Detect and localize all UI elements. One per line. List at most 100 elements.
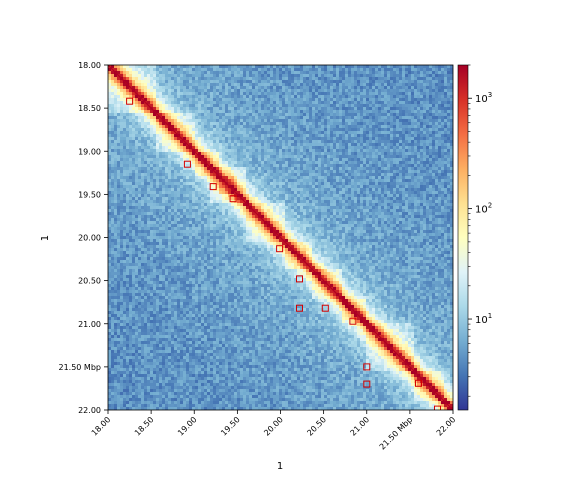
- heatmap-cell: [234, 146, 238, 150]
- heatmap-cell: [108, 254, 112, 258]
- heatmap-cell: [153, 143, 157, 147]
- heatmap-cell: [129, 317, 133, 321]
- heatmap-cell: [222, 92, 226, 96]
- heatmap-cell: [225, 116, 229, 120]
- heatmap-cell: [162, 356, 166, 360]
- heatmap-cell: [147, 401, 151, 405]
- heatmap-cell: [195, 101, 199, 105]
- heatmap-cell: [126, 236, 130, 240]
- heatmap-cell: [159, 113, 163, 117]
- heatmap-cell: [162, 65, 166, 69]
- heatmap-cell: [186, 149, 190, 153]
- heatmap-cell: [195, 365, 199, 369]
- heatmap-cell: [213, 146, 217, 150]
- heatmap-cell: [210, 164, 214, 168]
- heatmap-cell: [123, 389, 127, 393]
- heatmap-cell: [153, 188, 157, 192]
- heatmap-cell: [186, 191, 190, 195]
- heatmap-cell: [123, 221, 127, 225]
- heatmap-cell: [231, 335, 235, 339]
- heatmap-cell: [183, 230, 187, 234]
- heatmap-cell: [225, 137, 229, 141]
- heatmap-cell: [156, 221, 160, 225]
- heatmap-cell: [201, 152, 205, 156]
- heatmap-cell: [189, 185, 193, 189]
- heatmap-cell: [141, 182, 145, 186]
- heatmap-cell: [228, 260, 232, 264]
- heatmap-cell: [117, 80, 121, 84]
- heatmap-cell: [108, 218, 112, 222]
- heatmap-cell: [138, 248, 142, 252]
- heatmap-cell: [207, 290, 211, 294]
- heatmap-cell: [153, 299, 157, 303]
- heatmap-cell: [195, 224, 199, 228]
- heatmap-cell: [114, 302, 118, 306]
- heatmap-cell: [132, 353, 136, 357]
- heatmap-cell: [108, 179, 112, 183]
- heatmap-cell: [186, 305, 190, 309]
- heatmap-cell: [201, 251, 205, 255]
- heatmap-cell: [210, 224, 214, 228]
- heatmap-cell: [159, 134, 163, 138]
- heatmap-cell: [120, 245, 124, 249]
- heatmap-cell: [195, 233, 199, 237]
- heatmap-cell: [162, 104, 166, 108]
- heatmap-cell: [237, 188, 241, 192]
- heatmap-cell: [159, 242, 163, 246]
- heatmap-cell: [135, 206, 139, 210]
- heatmap-cell: [144, 272, 148, 276]
- heatmap-cell: [225, 98, 229, 102]
- heatmap-cell: [207, 65, 211, 69]
- heatmap-cell: [126, 293, 130, 297]
- heatmap-cell: [231, 209, 235, 213]
- heatmap-cell: [120, 248, 124, 252]
- heatmap-cell: [204, 167, 208, 171]
- heatmap-cell: [231, 74, 235, 78]
- heatmap-cell: [117, 368, 121, 372]
- heatmap-cell: [183, 263, 187, 267]
- heatmap-cell: [186, 293, 190, 297]
- heatmap-cell: [189, 119, 193, 123]
- heatmap-cell: [141, 68, 145, 72]
- heatmap-cell: [231, 317, 235, 321]
- heatmap-cell: [129, 362, 133, 366]
- heatmap-cell: [171, 137, 175, 141]
- heatmap-cell: [159, 182, 163, 186]
- heatmap-cell: [162, 350, 166, 354]
- heatmap-cell: [204, 194, 208, 198]
- heatmap-cell: [117, 227, 121, 231]
- heatmap-cell: [123, 125, 127, 129]
- heatmap-cell: [219, 233, 223, 237]
- heatmap-cell: [129, 296, 133, 300]
- heatmap-cell: [198, 296, 202, 300]
- heatmap-cell: [195, 380, 199, 384]
- heatmap-cell: [183, 119, 187, 123]
- heatmap-cell: [216, 389, 220, 393]
- heatmap-cell: [129, 152, 133, 156]
- heatmap-cell: [219, 368, 223, 372]
- heatmap-cell: [219, 185, 223, 189]
- heatmap-cell: [147, 137, 151, 141]
- heatmap-cell: [147, 338, 151, 342]
- heatmap-cell: [135, 356, 139, 360]
- heatmap-cell: [222, 314, 226, 318]
- heatmap-cell: [177, 389, 181, 393]
- heatmap-cell: [192, 275, 196, 279]
- heatmap-cell: [171, 308, 175, 312]
- heatmap-cell: [186, 302, 190, 306]
- heatmap-cell: [153, 356, 157, 360]
- heatmap-cell: [189, 242, 193, 246]
- heatmap-cell: [174, 299, 178, 303]
- heatmap-cell: [177, 323, 181, 327]
- heatmap-cell: [141, 317, 145, 321]
- heatmap-cell: [123, 347, 127, 351]
- heatmap-cell: [213, 326, 217, 330]
- heatmap-cell: [201, 299, 205, 303]
- heatmap-cell: [159, 140, 163, 144]
- heatmap-cell: [213, 218, 217, 222]
- heatmap-cell: [231, 89, 235, 93]
- heatmap-cell: [183, 239, 187, 243]
- heatmap-cell: [117, 284, 121, 288]
- heatmap-cell: [135, 107, 139, 111]
- heatmap-cell: [225, 248, 229, 252]
